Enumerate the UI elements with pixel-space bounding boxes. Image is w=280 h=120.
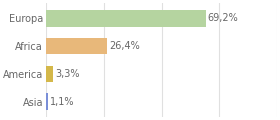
Text: 69,2%: 69,2% [208,13,239,23]
Bar [46,10,206,27]
Text: 1,1%: 1,1% [50,97,75,107]
Text: 3,3%: 3,3% [55,69,80,79]
Bar [46,93,48,110]
Text: 26,4%: 26,4% [109,41,139,51]
Bar [46,38,107,54]
Bar [46,66,53,82]
